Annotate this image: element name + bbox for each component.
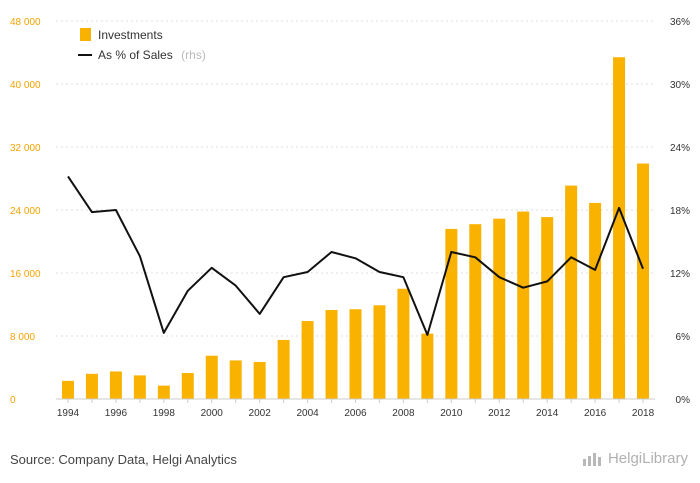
legend-entry-percent: As % of Sales (rhs) [98,46,206,63]
y-left-tick-label: 8 000 [10,332,35,343]
x-tick-label: 1994 [57,408,80,419]
y-right-tick-label: 30% [670,80,690,91]
legend-label-rhs: (rhs) [181,48,206,62]
x-tick-label: 2008 [392,408,415,419]
bar-2002 [253,361,266,399]
y-right-tick-label: 36% [670,17,690,28]
y-right-tick-label: 12% [670,269,690,280]
x-tick-label: 2018 [632,408,655,419]
bar-2004 [301,321,314,399]
y-left-tick-label: 40 000 [10,80,41,91]
bar-2007 [373,305,386,399]
investments-bars [61,57,650,399]
x-tick-label: 2010 [440,408,463,419]
bar-2009 [421,333,434,399]
x-tick-label: 2006 [344,408,367,419]
brand-name: HelgiLibrary [607,450,688,467]
bar-2003 [277,339,290,399]
legend-label-investments: Investments [98,28,163,42]
y-right-tick-label: 0% [676,395,691,406]
bar-1997 [133,375,146,399]
x-tick-label: 2002 [249,408,272,419]
bar-1996 [109,371,122,399]
brand-logo[interactable]: HelgiLibrary [582,450,688,467]
bar-2015 [565,185,578,399]
legend: Investments As % of Sales (rhs) [78,28,206,63]
x-tick-label: 2016 [584,408,607,419]
left-axis-ticks: 0 8 000 16 000 24 000 32 000 40 000 48 000 [10,17,41,406]
right-axis-ticks: 0% 6% 12% 18% 24% 30% 36% [670,17,690,406]
y-right-tick-label: 6% [676,332,691,343]
bar-2016 [589,202,602,399]
x-tick-label: 2000 [201,408,224,419]
y-right-tick-label: 24% [670,143,690,154]
legend-swatch-investments [80,28,91,41]
series-line-percent-of-sales [67,175,644,336]
bar-2012 [493,218,506,399]
x-tick-label: 1998 [153,408,176,419]
bar-2010 [445,228,458,399]
source-text: Source: Company Data, Helgi Analytics [10,452,237,467]
y-left-tick-label: 48 000 [10,17,41,28]
y-left-tick-label: 16 000 [10,269,41,280]
bar-2018 [637,163,650,399]
x-axis: 1994 1996 1998 2000 2002 2004 2006 2008 2010 2012… [56,398,655,419]
bar-2017 [613,57,626,399]
bar-2008 [397,288,410,399]
y-left-tick-label: 24 000 [10,206,41,217]
x-tick-label: 1996 [105,408,128,419]
footer: Source: Company Data, Helgi Analytics He… [0,436,700,483]
bar-2006 [349,309,362,399]
x-tick-label: 2012 [488,408,511,419]
bar-2013 [517,211,530,399]
chart-logo-icon [582,452,601,466]
bar-2014 [541,217,554,399]
bar-2005 [325,310,338,399]
y-left-tick-label: 32 000 [10,143,41,154]
y-left-tick-label: 0 [10,395,16,406]
bar-1999 [181,373,194,399]
bar-1994 [61,380,74,399]
x-tick-label: 2004 [296,408,319,419]
legend-label-percent: As % of Sales [98,48,173,62]
bar-2000 [205,355,218,399]
y-right-tick-label: 18% [670,206,690,217]
percent-of-sales-line [67,175,644,336]
bar-1995 [85,373,98,399]
bar-1998 [157,385,170,399]
x-tick-label: 2014 [536,408,559,419]
bar-2011 [469,224,482,399]
bar-2001 [229,360,242,399]
